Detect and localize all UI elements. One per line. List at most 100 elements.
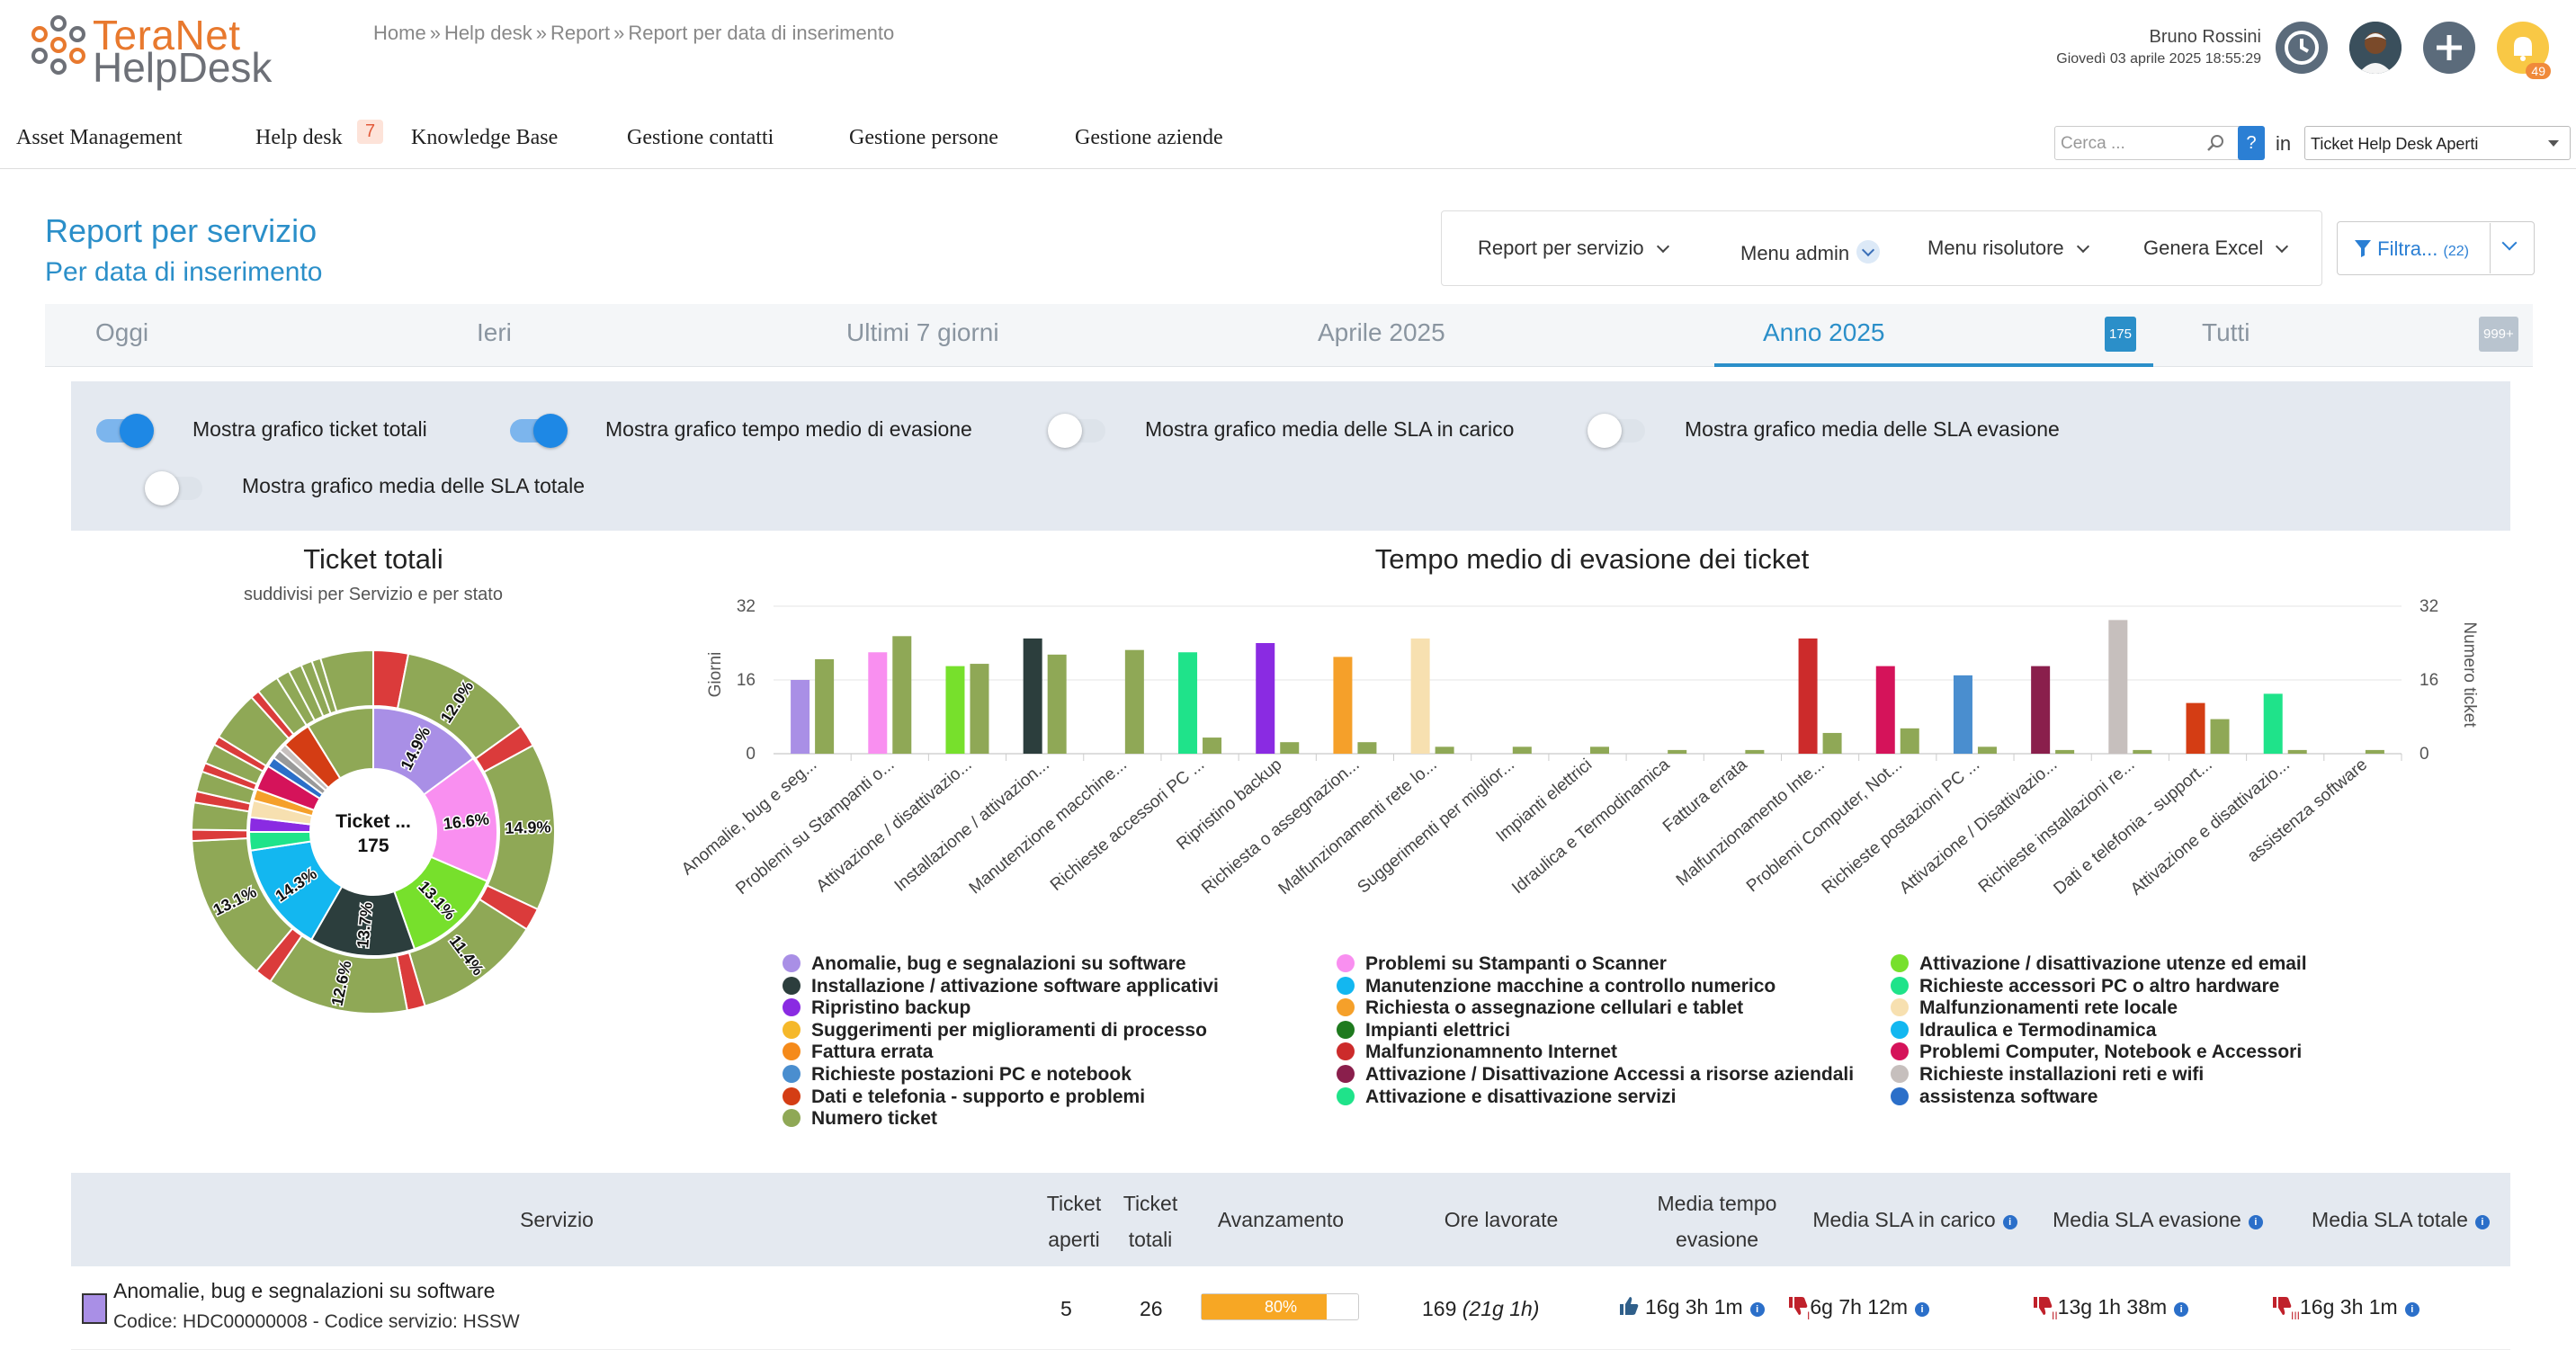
tab-aprile-2025[interactable]: Aprile 2025 [1318,318,1445,346]
legend-item[interactable]: Manutenzione macchine a controllo numeri… [1337,976,1775,997]
col-media-tempo-evasione[interactable]: Media tempo evasione [1618,1185,1816,1257]
filter-button[interactable]: Filtra... (22) [2337,221,2535,275]
legend-item[interactable]: Idraulica e Termodinamica [1891,1020,2156,1042]
bar-giorni[interactable] [791,680,810,754]
info-icon[interactable]: i [1915,1302,1930,1317]
bar-numero-ticket[interactable] [1124,649,1144,754]
bar-numero-ticket[interactable] [1435,747,1454,754]
bar-giorni[interactable] [1178,652,1198,754]
info-icon[interactable]: i [2174,1302,2189,1317]
legend-item[interactable]: Numero ticket [783,1108,937,1130]
bar-numero-ticket[interactable] [2055,749,2075,754]
bar-numero-ticket[interactable] [1280,742,1300,754]
search-icon[interactable] [2205,133,2225,153]
bar-giorni[interactable] [2186,702,2205,754]
legend-item[interactable]: Richieste accessori PC o altro hardware [1891,976,2279,997]
col-ore-lavorate[interactable]: Ore lavorate [1444,1208,1559,1231]
bar-numero-ticket[interactable] [1590,747,1609,754]
bar-numero-ticket[interactable] [1977,747,1997,754]
bar-numero-ticket[interactable] [1822,732,1842,754]
bar-numero-ticket[interactable] [1668,749,1687,754]
notifications-button[interactable]: 49 [2497,22,2551,79]
legend-item[interactable]: Attivazione / disattivazione utenze ed e… [1891,953,2307,975]
bar-numero-ticket[interactable] [1745,749,1765,754]
menu-gestione-aziende[interactable]: Gestione aziende [1075,126,1223,149]
toggle-tempo-medio[interactable] [510,414,568,448]
bar-numero-ticket[interactable] [1900,728,1919,754]
clock-button[interactable] [2276,22,2328,74]
bar-numero-ticket[interactable] [815,658,835,754]
toggle-ticket-totali[interactable] [96,414,154,448]
menu-admin-button[interactable]: Menu admin [1740,237,1881,265]
search-help-button[interactable]: ? [2238,126,2265,160]
bar-numero-ticket[interactable] [1047,654,1067,754]
col-avanzamento[interactable]: Avanzamento [1217,1208,1345,1231]
col-sla-evasione[interactable]: Media SLA evasione i [2032,1202,2284,1238]
legend-item[interactable]: Attivazione e disattivazione servizi [1337,1086,1676,1108]
breadcrumb-home[interactable]: Home [373,22,426,44]
legend-item[interactable]: Attivazione / Disattivazione Accessi a r… [1337,1064,1854,1086]
tab-ieri[interactable]: Ieri [477,318,512,346]
report-per-servizio-menu[interactable]: Report per servizio [1478,237,1669,260]
legend-item[interactable]: Richiesta o assegnazione cellulari e tab… [1337,997,1743,1019]
search-scope-select[interactable]: Ticket Help Desk Aperti [2304,126,2571,160]
legend-item[interactable]: Malfunzionamenti rete locale [1891,997,2178,1019]
add-button[interactable] [2423,22,2475,74]
col-servizio[interactable]: Servizio [520,1208,594,1231]
legend-item[interactable]: Fattura errata [783,1042,933,1063]
bar-giorni[interactable] [1798,638,1818,754]
bar-giorni[interactable] [945,666,965,754]
legend-item[interactable]: Suggerimenti per miglioramenti di proces… [783,1020,1207,1042]
info-icon[interactable]: i [2404,1302,2419,1317]
legend-item[interactable]: Problemi su Stampanti o Scanner [1337,953,1667,975]
bar-numero-ticket[interactable] [1357,742,1377,754]
bar-giorni[interactable] [2031,666,2051,754]
avatar[interactable] [2349,22,2402,74]
tab-ultimi-7-giorni[interactable]: Ultimi 7 giorni [846,318,999,346]
bar-numero-ticket[interactable] [2133,749,2152,754]
info-icon[interactable]: i [1749,1302,1765,1317]
legend-item[interactable]: Ripristino backup [783,997,970,1019]
legend-item[interactable]: Problemi Computer, Notebook e Accessori [1891,1042,2302,1063]
info-icon[interactable]: i [2002,1215,2017,1229]
bar-numero-ticket[interactable] [1203,738,1222,754]
col-ticket-totali[interactable]: Ticket totali [1110,1185,1191,1257]
bar-giorni[interactable] [1023,638,1042,754]
bar-numero-ticket[interactable] [2365,749,2384,754]
bar-numero-ticket[interactable] [1512,747,1532,754]
menu-knowledge-base[interactable]: Knowledge Base [411,126,559,149]
menu-help-desk[interactable]: Help desk [255,126,343,149]
breadcrumb-report[interactable]: Report [550,22,611,44]
toggle-sla-totale[interactable] [145,471,202,505]
legend-item[interactable]: Richieste installazioni reti e wifi [1891,1064,2204,1086]
tab-anno-2025[interactable]: Anno 2025 [1763,318,1885,346]
menu-asset-management[interactable]: Asset Management [16,126,183,149]
legend-item[interactable]: Installazione / attivazione software app… [783,976,1219,997]
legend-item[interactable]: Malfunzionamnento Internet [1337,1042,1617,1063]
legend-item[interactable]: Anomalie, bug e segnalazioni su software [783,953,1186,975]
bar-giorni[interactable] [868,652,888,754]
bar-giorni[interactable] [1256,643,1275,754]
tab-tutti[interactable]: Tutti [2202,318,2250,346]
bar-giorni[interactable] [1410,638,1430,754]
teranet-logo[interactable]: TeraNet HelpDesk [27,7,324,91]
pie-slice[interactable] [318,648,374,713]
bar-numero-ticket[interactable] [2287,749,2307,754]
menu-risolutore-button[interactable]: Menu risolutore [1928,237,2089,260]
legend-item[interactable]: assistenza software [1891,1086,2097,1108]
genera-excel-button[interactable]: Genera Excel [2143,237,2289,260]
info-icon[interactable]: i [2474,1215,2490,1229]
menu-gestione-contatti[interactable]: Gestione contatti [627,126,774,149]
bar-giorni[interactable] [1953,675,1972,754]
bar-giorni[interactable] [2108,620,2128,754]
service-name[interactable]: Anomalie, bug e segnalazioni su software [113,1279,496,1302]
tab-oggi[interactable]: Oggi [95,318,149,346]
bar-numero-ticket[interactable] [892,636,912,754]
col-sla-totale[interactable]: Media SLA totale i [2284,1202,2518,1238]
pie-slice[interactable] [191,828,249,843]
toggle-sla-evasione[interactable] [1588,414,1645,448]
col-sla-in-carico[interactable]: Media SLA in carico i [1780,1202,2050,1238]
col-ticket-aperti[interactable]: Ticket aperti [1033,1185,1114,1257]
legend-item[interactable]: Dati e telefonia - supporto e problemi [783,1086,1145,1108]
bar-numero-ticket[interactable] [2210,719,2230,754]
